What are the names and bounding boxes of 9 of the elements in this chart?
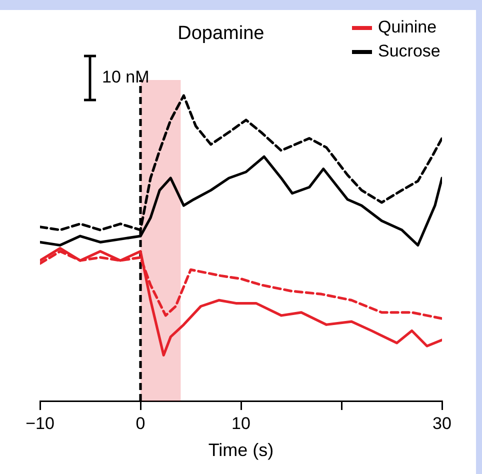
text: 10 nM bbox=[102, 68, 150, 87]
x-axis-title: Time (s) bbox=[208, 440, 274, 460]
x-tick-label: 0 bbox=[136, 414, 146, 433]
x-tick-label: −10 bbox=[26, 414, 54, 433]
chart-title: Dopamine bbox=[178, 23, 264, 44]
legend-label: Quinine bbox=[378, 18, 437, 37]
legend-label: Sucrose bbox=[378, 42, 440, 61]
x-tick-label: 10 bbox=[232, 414, 250, 433]
x-tick-label: 30 bbox=[432, 414, 452, 433]
